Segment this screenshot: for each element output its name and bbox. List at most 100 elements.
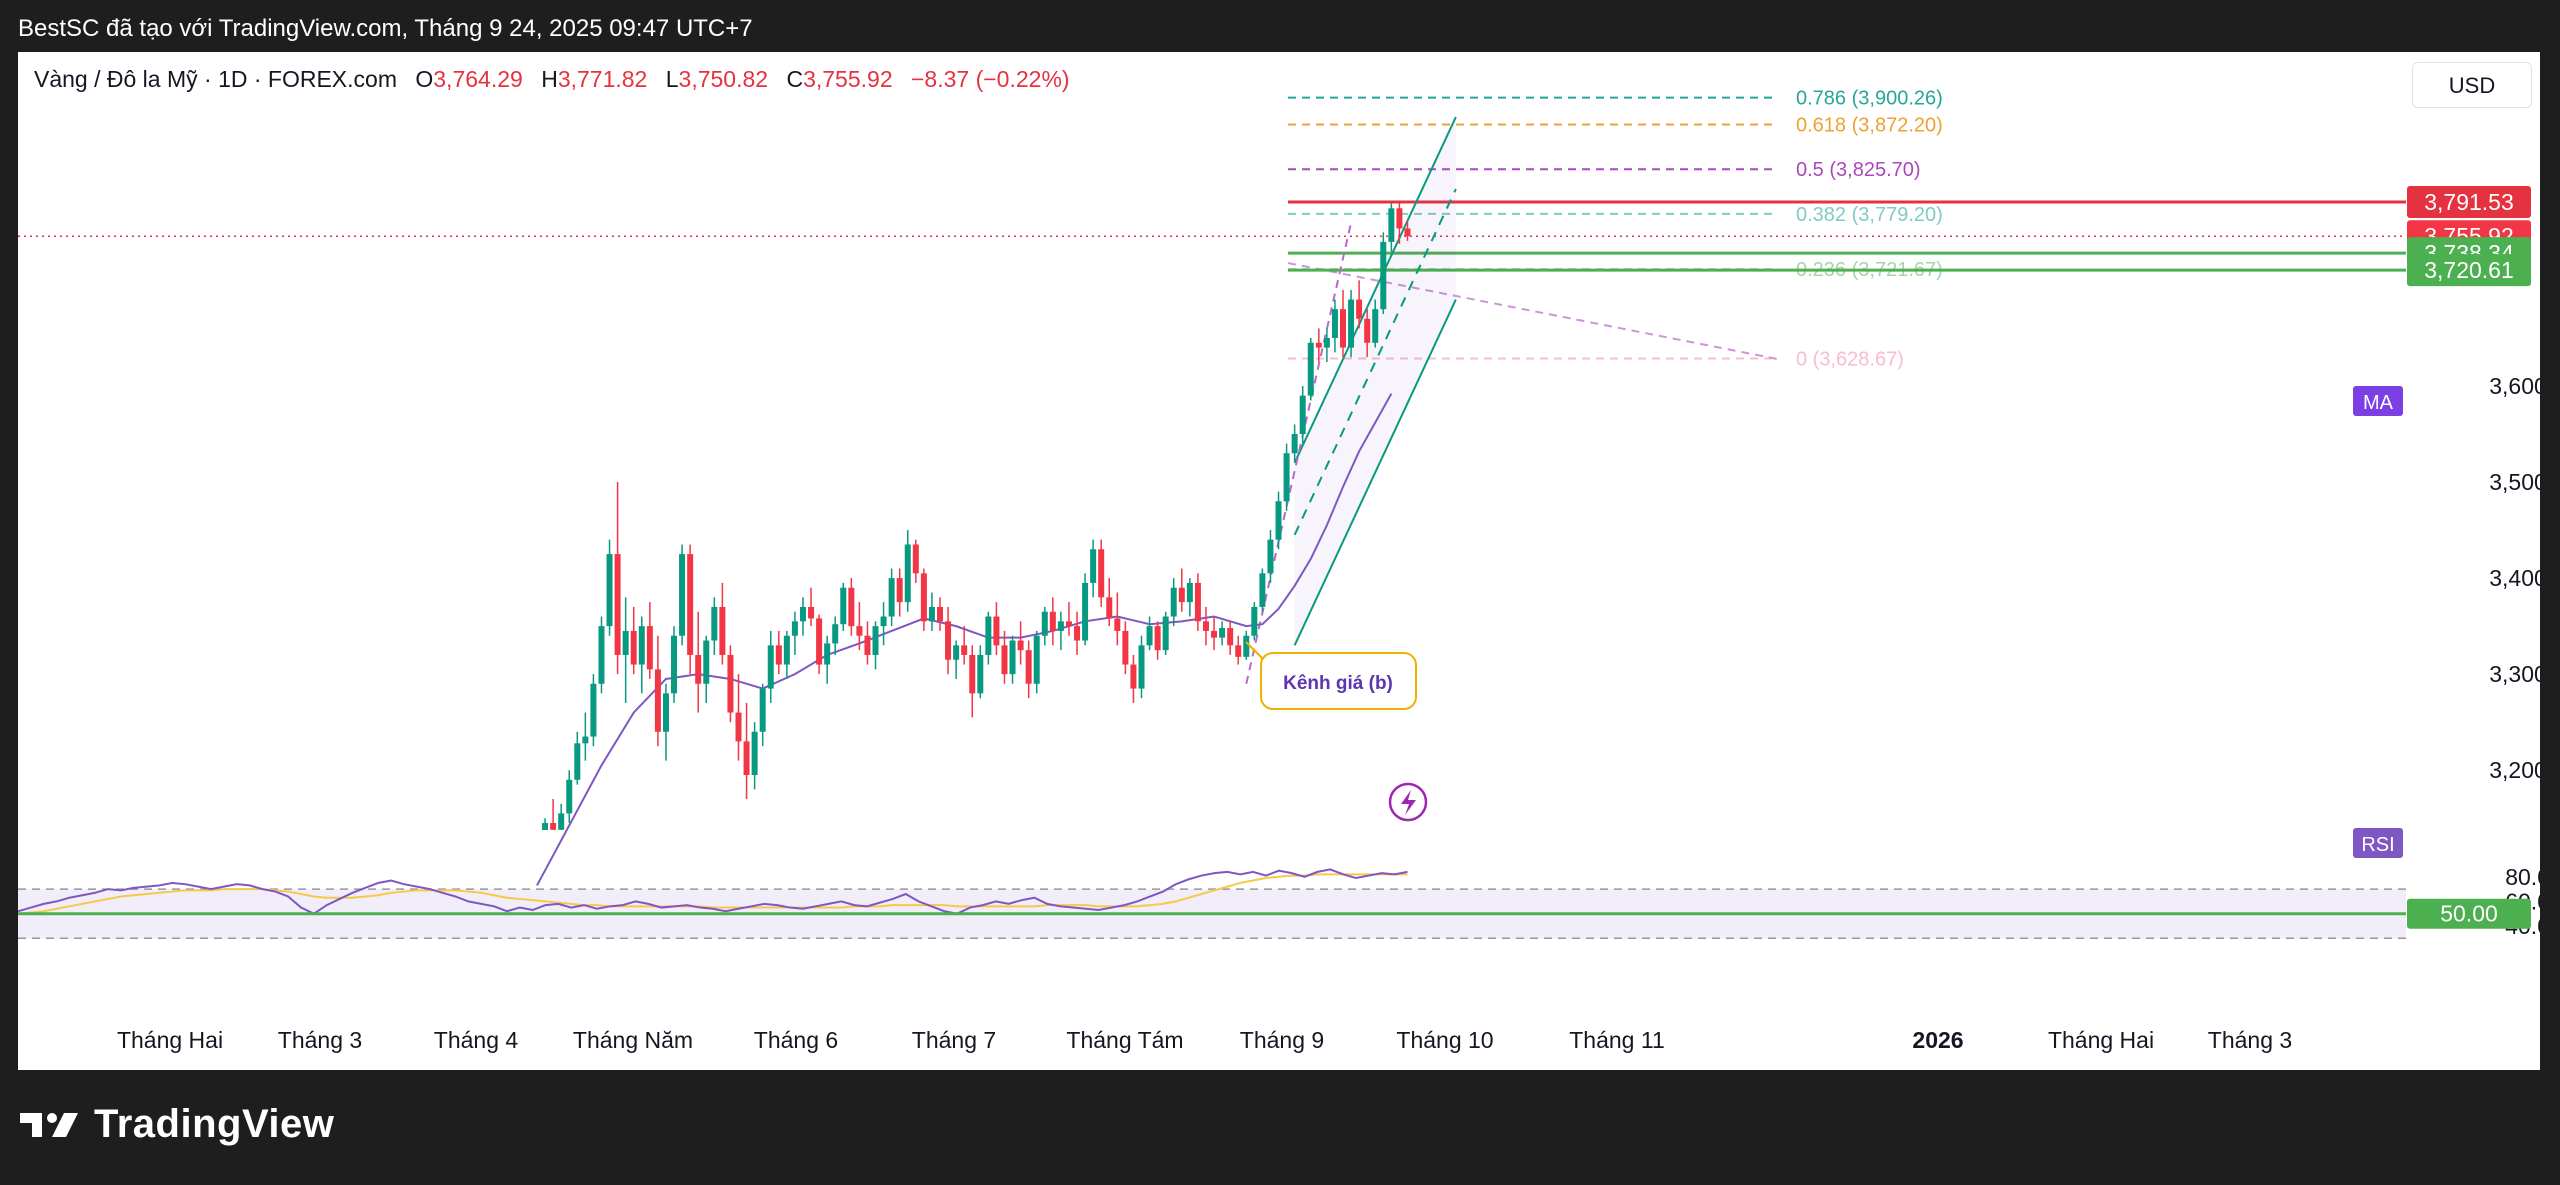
tradingview-logo[interactable]: TradingView (20, 1102, 334, 1147)
rsi-indicator-tag: RSI (2361, 834, 2394, 856)
candle-body (534, 847, 540, 881)
time-axis-tick: Tháng 3 (278, 1027, 362, 1053)
candle-body (662, 693, 669, 732)
low-label: L (665, 66, 679, 92)
candle-body (896, 578, 903, 603)
candle-body (840, 587, 847, 625)
candle-body (1146, 626, 1153, 646)
candle-body (566, 779, 573, 814)
time-axis-tick: Tháng Hai (2048, 1027, 2154, 1053)
price-axis-tick: 3,200.00 (2489, 757, 2540, 783)
time-axis-tick: Tháng Tám (1066, 1027, 1183, 1053)
ohlc-legend: Vàng / Đô la Mỹ · 1D · FOREX.com O3,764.… (34, 66, 1070, 93)
candle-body (703, 640, 710, 684)
channel-label-box (1260, 652, 1417, 710)
candle-body (888, 578, 895, 617)
candle-body (912, 544, 919, 574)
candle-body (1267, 539, 1274, 574)
candle-body (687, 554, 694, 655)
fib-label-1: 0.618 (3,872.20) (1796, 115, 1943, 137)
rsi-line (18, 868, 1408, 915)
fib-label-5: 0 (3,628.67) (1796, 348, 1904, 370)
brand-name: TradingView (94, 1102, 335, 1146)
candle-body (1041, 611, 1048, 636)
time-axis-tick: Tháng 9 (1240, 1027, 1324, 1053)
candle-body (1227, 628, 1234, 646)
time-axis-tick: Tháng 11 (1569, 1027, 1664, 1053)
candle-body (775, 645, 782, 665)
candle-body (1380, 241, 1387, 310)
candle-body (985, 616, 992, 655)
candle-body (1170, 587, 1177, 617)
time-axis-tick: Tháng 6 (754, 1027, 838, 1053)
candle-body (953, 645, 960, 660)
candle-body (993, 616, 1000, 646)
channel-lower-line (1293, 299, 1457, 646)
candle-body (1106, 597, 1113, 619)
candle-body (1065, 621, 1072, 627)
price-tag-resistance: 3,791.53 (2424, 189, 2514, 215)
time-axis-tick: Tháng 7 (912, 1027, 996, 1053)
currency-selector[interactable]: USD (2412, 62, 2532, 108)
low-value: 3,750.82 (678, 66, 769, 92)
candle-body (1364, 318, 1371, 343)
candle-body (1404, 228, 1411, 237)
candle-body (558, 813, 565, 830)
candle-body (1017, 640, 1024, 651)
candle-body (1025, 650, 1032, 684)
candle-body (1009, 640, 1016, 675)
candle-body (1211, 630, 1218, 638)
channel-upper-line (1293, 116, 1457, 464)
candle-body (1114, 618, 1121, 631)
chart-area[interactable]: 0.786 (3,900.26) 0.618 (3,872.20) 0.5 (3,8… (18, 52, 2540, 1070)
candle-body (598, 626, 605, 684)
time-axis-tick: Tháng Năm (573, 1027, 693, 1053)
candle-body (646, 626, 653, 670)
channel-fill (1294, 117, 1456, 646)
candle-body (904, 544, 911, 603)
price-tag-resistance-bg (2407, 186, 2531, 219)
candle-body (574, 743, 581, 780)
symbol-name[interactable]: Vàng / Đô la Mỹ · 1D · FOREX.com (34, 66, 397, 92)
candle-body (1259, 573, 1266, 607)
channel-label-text: Kênh giá (b) (1283, 673, 1393, 694)
price-tag-support-2: 3,720.61 (2424, 257, 2514, 283)
price-axis-tick: 3,300.00 (2489, 661, 2540, 687)
candle-body (590, 683, 597, 737)
candle-body (1299, 395, 1306, 435)
candle-body (1049, 611, 1056, 631)
candle-body (711, 606, 718, 641)
candle-body (1178, 587, 1185, 603)
candle-body (1194, 582, 1201, 622)
candle-body (622, 630, 629, 655)
candle-body (1057, 621, 1064, 631)
candle-body (727, 654, 734, 713)
candle-body (1162, 616, 1169, 651)
fib-label-0: 0.786 (3,900.26) (1796, 88, 1943, 110)
candle-body (1138, 645, 1145, 689)
candle-body (1307, 342, 1314, 396)
candle-body (1243, 635, 1250, 657)
candle-body (1291, 434, 1298, 454)
chart-canvas[interactable]: 0.786 (3,900.26) 0.618 (3,872.20) 0.5 (3,8… (18, 52, 2540, 1070)
price-axis-tick: 3,600.00 (2489, 373, 2540, 399)
time-axis-tick: Tháng 4 (434, 1027, 519, 1053)
candle-body (719, 606, 726, 655)
candle-body (824, 643, 831, 665)
candle-body (1388, 208, 1395, 242)
candle-body (582, 736, 589, 744)
candle-body (1098, 549, 1105, 598)
candle-body (1235, 645, 1242, 657)
time-axis-tick: Tháng 10 (1396, 1027, 1493, 1053)
candle-body (735, 712, 742, 742)
candle-body (1356, 299, 1363, 319)
candle-body (743, 741, 750, 776)
candle-body (1275, 501, 1282, 540)
candles-group (534, 203, 1411, 881)
candle-body (977, 654, 984, 694)
close-value: 3,755.92 (803, 66, 893, 92)
channel-middle-line (1293, 188, 1457, 536)
candle-body (799, 606, 806, 622)
candle-body (542, 823, 549, 830)
candle-body (767, 645, 774, 689)
